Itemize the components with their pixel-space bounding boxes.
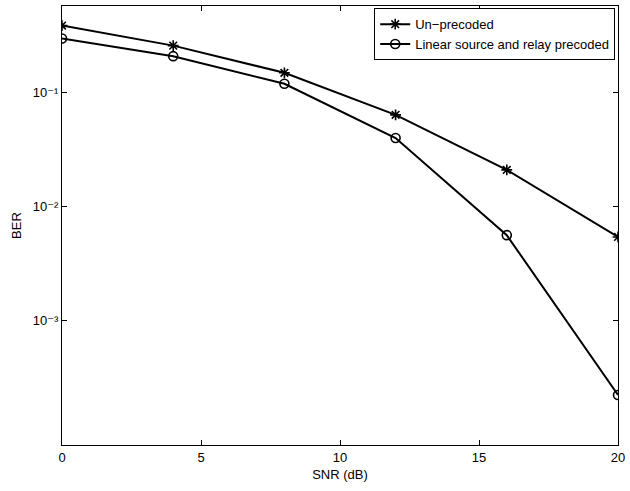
svg-text:20: 20 <box>611 450 625 465</box>
svg-text:10⁻¹: 10⁻¹ <box>33 85 59 100</box>
svg-text:10⁻³: 10⁻³ <box>33 313 59 328</box>
svg-text:SNR (dB): SNR (dB) <box>312 467 368 482</box>
svg-text:0: 0 <box>58 450 65 465</box>
svg-text:Un−precoded: Un−precoded <box>415 17 493 32</box>
svg-text:BER: BER <box>9 212 24 239</box>
svg-text:15: 15 <box>472 450 486 465</box>
svg-text:10⁻²: 10⁻² <box>33 199 59 214</box>
svg-text:5: 5 <box>197 450 204 465</box>
svg-text:Linear source and relay precod: Linear source and relay precoded <box>415 37 609 52</box>
svg-text:10: 10 <box>333 450 347 465</box>
